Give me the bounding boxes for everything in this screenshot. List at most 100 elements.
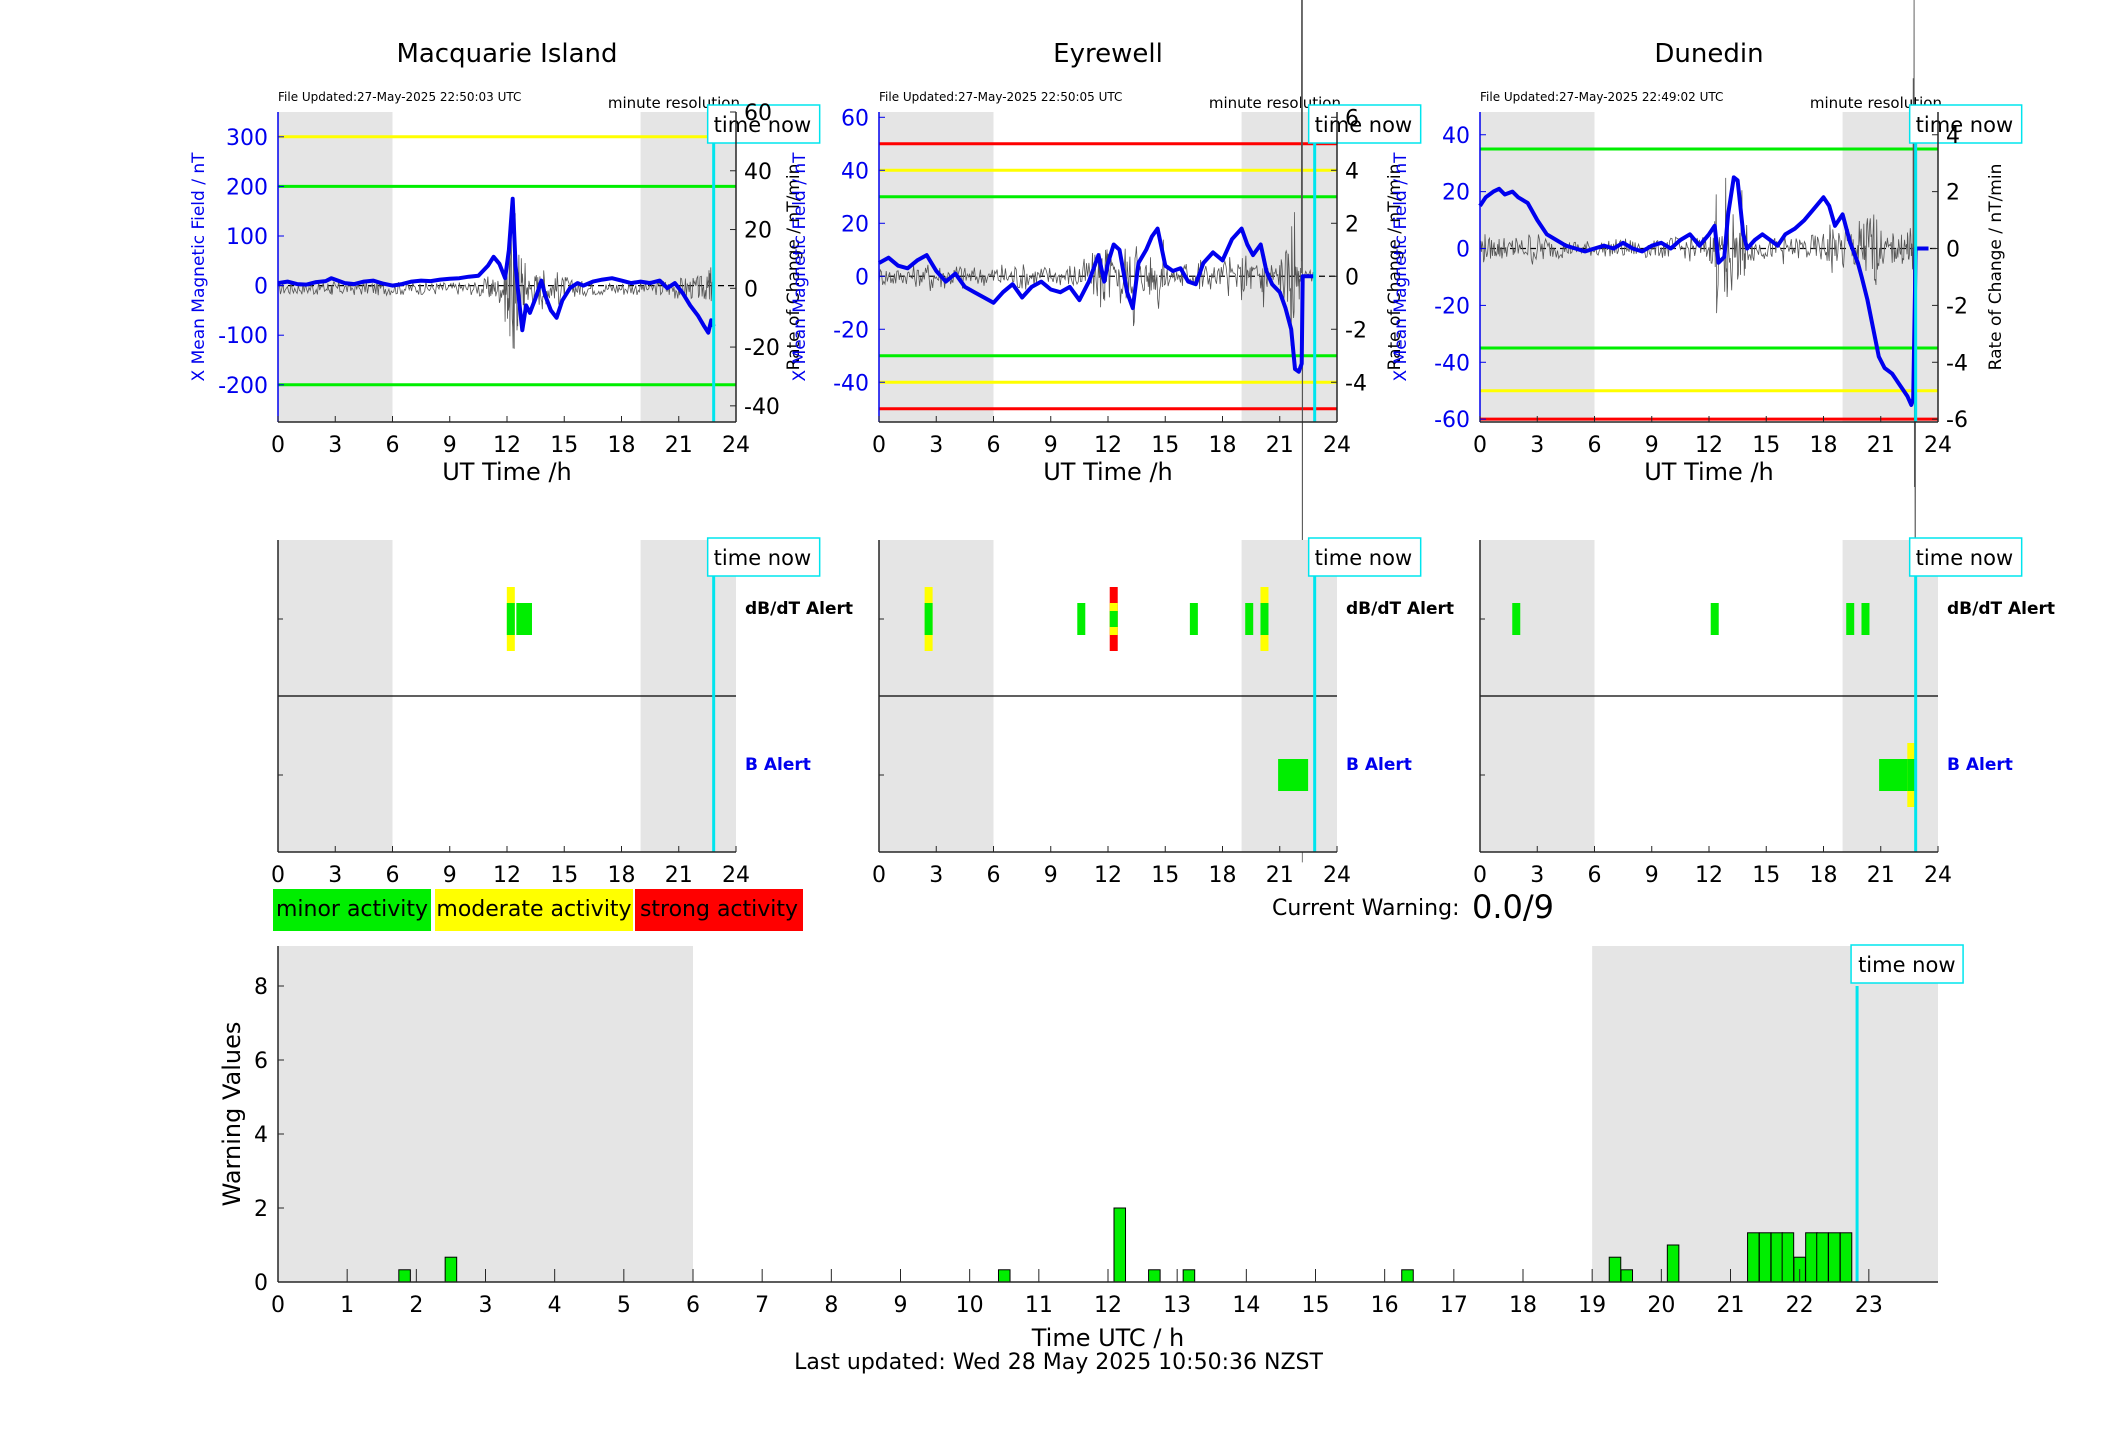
y-left-axis-label: X Mean Magnetic Field / nT — [790, 152, 810, 382]
x-tick-label: 16 — [1371, 1293, 1399, 1318]
x-tick-label: 5 — [617, 1293, 631, 1318]
x-tick-label: 6 — [686, 1293, 700, 1318]
x-tick-label: 15 — [1151, 433, 1179, 458]
x-tick-label: 3 — [479, 1293, 493, 1318]
x-tick-label: 6 — [1588, 863, 1602, 888]
station-title: Macquarie Island — [396, 39, 617, 69]
time-now-label: time now — [1916, 546, 2013, 570]
dbdt-alert-mark — [523, 603, 532, 635]
dbdt-alert-row-label: dB/dT Alert — [1346, 599, 1454, 619]
y-right-tick-label: 0 — [1345, 265, 1359, 290]
x-tick-label: 21 — [665, 863, 693, 888]
night-shade — [879, 112, 994, 422]
time-now-label: time now — [1916, 113, 2013, 137]
x-tick-label: 15 — [1151, 863, 1179, 888]
night-shade — [278, 946, 693, 1282]
x-tick-label: 24 — [1924, 433, 1952, 458]
y-right-tick-label: 4 — [1345, 159, 1359, 184]
time-now-box — [1850, 944, 1964, 984]
warning-bar — [1401, 1269, 1414, 1283]
dbdt-alert-mark — [1077, 603, 1086, 635]
x-tick-label: 24 — [722, 433, 750, 458]
x-tick-label: 9 — [894, 1293, 908, 1318]
time-now-box — [1908, 104, 2023, 144]
time-now-box — [1307, 537, 1422, 577]
y-left-tick-label: 100 — [226, 225, 268, 250]
y-right-axis-label: Rate of Change / nT/min — [1385, 164, 1405, 371]
b-alert-mark-inner — [1907, 759, 1916, 791]
y-right-tick-label: 4 — [1946, 124, 1960, 149]
x-axis-label: Time UTC / h — [1031, 1324, 1185, 1352]
x-tick-label: 3 — [328, 433, 342, 458]
x-tick-label: 6 — [987, 863, 1001, 888]
time-now-label: time now — [714, 546, 811, 570]
y-tick-label: 0 — [254, 1271, 268, 1296]
x-tick-label: 24 — [1323, 863, 1351, 888]
x-tick-label: 7 — [755, 1293, 769, 1318]
y-right-tick-label: -4 — [1946, 351, 1968, 376]
warning-bar — [1816, 1232, 1829, 1283]
warning-bar — [1608, 1256, 1622, 1283]
dbdt-alert-mark — [1710, 603, 1719, 635]
time-now-label: time now — [1315, 113, 1412, 137]
dbdt-alert-mark-inner — [924, 603, 933, 635]
time-now-label: time now — [1858, 953, 1955, 977]
x-tick-label: 15 — [1752, 433, 1780, 458]
warning-bar — [1182, 1269, 1196, 1283]
x-tick-label: 18 — [1509, 1293, 1537, 1318]
x-tick-label: 11 — [1025, 1293, 1053, 1318]
y-left-tick-label: 200 — [226, 175, 268, 200]
warning-bar — [1781, 1232, 1795, 1283]
warning-bar — [444, 1256, 458, 1283]
x-tick-label: 15 — [1302, 1293, 1330, 1318]
x-tick-label: 21 — [1867, 433, 1895, 458]
x-tick-label: 3 — [929, 433, 943, 458]
x-tick-label: 22 — [1786, 1293, 1814, 1318]
time-now-label: time now — [1315, 546, 1412, 570]
y-right-tick-label: 0 — [744, 277, 758, 302]
x-tick-label: 6 — [987, 433, 1001, 458]
warning-bar — [1620, 1269, 1634, 1283]
footer-last-updated: Last updated: Wed 28 May 2025 10:50:36 N… — [794, 1350, 1323, 1375]
dbdt-alert-mark — [1846, 603, 1855, 635]
warning-bar — [1805, 1232, 1818, 1283]
dbdt-alert-mark-inner — [1260, 603, 1269, 635]
b-alert-mark — [1278, 759, 1309, 791]
station-title: Dunedin — [1654, 39, 1763, 69]
x-tick-label: 24 — [722, 863, 750, 888]
x-tick-label: 20 — [1647, 1293, 1675, 1318]
x-tick-label: 9 — [1645, 433, 1659, 458]
y-right-tick-label: -40 — [744, 395, 780, 420]
y-right-tick-label: -4 — [1345, 371, 1367, 396]
time-now-label: time now — [714, 113, 811, 137]
time-now-box — [1908, 537, 2023, 577]
x-tick-label: 12 — [1094, 1293, 1122, 1318]
x-tick-label: 21 — [1266, 863, 1294, 888]
station-title: Eyrewell — [1053, 39, 1163, 69]
current-warning-label: Current Warning: — [1272, 896, 1460, 921]
x-tick-label: 21 — [1266, 433, 1294, 458]
b-alert-row-label: B Alert — [1346, 755, 1412, 775]
x-axis-label: UT Time /h — [1043, 458, 1173, 486]
x-tick-label: 0 — [271, 1293, 285, 1318]
file-updated-label: File Updated:27-May-2025 22:50:05 UTC — [879, 90, 1122, 104]
x-tick-label: 4 — [548, 1293, 562, 1318]
y-right-tick-label: 2 — [1345, 212, 1359, 237]
dbdt-alert-mark — [1245, 603, 1254, 635]
x-tick-label: 8 — [824, 1293, 838, 1318]
x-tick-label: 0 — [1473, 433, 1487, 458]
time-now-box — [706, 104, 821, 144]
y-left-tick-label: 40 — [1442, 124, 1470, 149]
x-tick-label: 15 — [550, 433, 578, 458]
x-tick-label: 15 — [1752, 863, 1780, 888]
y-right-tick-label: -6 — [1946, 408, 1968, 433]
x-tick-label: 12 — [493, 863, 521, 888]
x-tick-label: 0 — [271, 433, 285, 458]
warning-bar — [1839, 1232, 1853, 1283]
x-tick-label: 6 — [386, 433, 400, 458]
y-left-tick-label: 20 — [841, 212, 869, 237]
y-left-tick-label: -20 — [833, 318, 869, 343]
legend-moderate-activity: moderate activity — [434, 888, 634, 932]
night-shade — [1842, 112, 1938, 422]
